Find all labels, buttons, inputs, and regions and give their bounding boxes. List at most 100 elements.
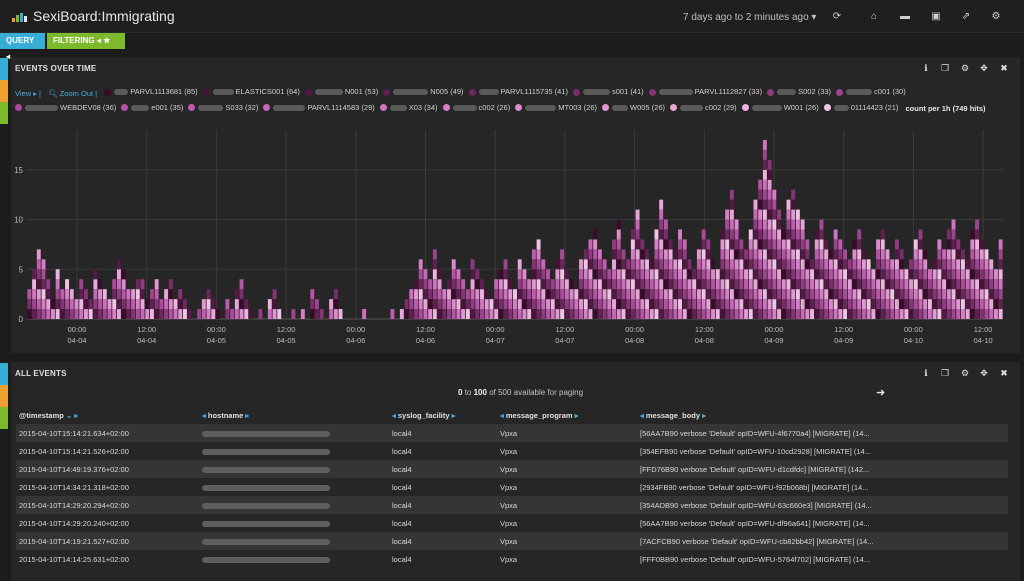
- legend-item[interactable]: N005 (49): [383, 85, 464, 99]
- legend-item[interactable]: WEBDEV08 (36): [15, 101, 116, 115]
- table-row[interactable]: 2015-04-10T14:29:20.294+02:00 local4 Vpxa[…: [16, 496, 1008, 514]
- legend-item[interactable]: PARVL1112827 (33): [648, 85, 762, 99]
- legend-item[interactable]: X03 (34): [379, 101, 438, 115]
- bar-segment: [456, 299, 461, 310]
- sort-down-icon[interactable]: ⌄: [65, 410, 73, 420]
- table-row[interactable]: 2015-04-10T14:19:21.527+02:00 local4 Vpxa[…: [16, 532, 1008, 550]
- bar-segment: [456, 279, 461, 290]
- bar-segment: [946, 299, 951, 310]
- copy-icon[interactable]: ❐: [940, 63, 950, 73]
- bar-segment: [451, 309, 456, 319]
- bar-segment: [239, 309, 244, 319]
- bar-segment: [267, 309, 272, 319]
- bar-segment: [531, 279, 536, 290]
- info-icon[interactable]: ℹ: [924, 63, 928, 73]
- x-tick-date: 04-09: [834, 336, 853, 345]
- bar-segment: [432, 269, 437, 280]
- bar-segment: [951, 279, 956, 290]
- column-header-hostname[interactable]: ◂ hostname ▸: [199, 406, 389, 424]
- legend-item[interactable]: c002 (26): [442, 101, 510, 115]
- table-row[interactable]: 2015-04-10T14:29:20.240+02:00 local4 Vpxa[…: [16, 514, 1008, 532]
- legend-item[interactable]: S033 (32): [188, 101, 258, 115]
- bar-segment: [838, 279, 843, 290]
- query-pill[interactable]: QUERY ◂: [0, 33, 45, 61]
- legend-item[interactable]: e001 (35): [121, 101, 183, 115]
- legend-item[interactable]: S002 (33): [767, 85, 831, 99]
- bar-segment: [762, 279, 767, 290]
- close-icon[interactable]: ✖: [1000, 63, 1008, 73]
- bar-segment: [885, 269, 890, 280]
- home-icon[interactable]: ⌂: [870, 11, 878, 22]
- bar-segment: [126, 289, 131, 300]
- table-row[interactable]: 2015-04-10T15:14:21.526+02:00 local4 Vpxa[…: [16, 442, 1008, 460]
- zoom-out-button[interactable]: 🔍︎ Zoom Out |: [48, 87, 97, 101]
- column-header-syslog-facility[interactable]: ◂ syslog_facility ▸: [389, 406, 497, 424]
- bar-segment: [50, 309, 55, 319]
- legend-item[interactable]: W005 (26): [601, 101, 665, 115]
- bar-segment: [437, 299, 442, 310]
- table-row[interactable]: 2015-04-10T14:49:19.376+02:00 local4 Vpxa[…: [16, 460, 1008, 478]
- column-header-message-program[interactable]: ◂ message_program ▸: [497, 406, 637, 424]
- x-tick-time: 12:00: [834, 325, 853, 334]
- bar-segment: [678, 259, 682, 270]
- table-row[interactable]: 2015-04-10T14:34:21.318+02:00 local4 Vpxa[…: [16, 478, 1008, 496]
- move-icon[interactable]: ✥: [980, 368, 988, 378]
- bar-segment: [291, 309, 296, 319]
- bar-segment: [621, 289, 626, 300]
- bar-segment: [480, 299, 484, 310]
- bar-segment: [899, 289, 904, 300]
- gear-icon[interactable]: ⚙: [960, 63, 970, 73]
- share-icon[interactable]: ⇗: [961, 11, 971, 22]
- bar-segment: [942, 299, 947, 310]
- legend-item[interactable]: s001 (41): [572, 85, 644, 99]
- legend-item[interactable]: PARVL1115735 (41): [468, 85, 568, 99]
- bar-segment: [894, 289, 899, 300]
- bar-segment: [885, 309, 890, 319]
- legend-item[interactable]: PARVL1114583 (29): [263, 101, 375, 115]
- bar-segment: [79, 279, 84, 290]
- info-icon[interactable]: ℹ: [924, 368, 928, 378]
- redacted-text: [452, 104, 477, 111]
- bar-segment: [682, 289, 687, 300]
- table-row[interactable]: 2015-04-10T14:14:25.631+02:00 local4 Vpxa[…: [16, 550, 1008, 568]
- save-icon[interactable]: ▣: [931, 11, 941, 22]
- legend-item[interactable]: PARVL1113681 (85): [104, 85, 198, 99]
- bar-segment: [498, 289, 503, 300]
- legend-item[interactable]: ELASTICS001 (64): [202, 85, 300, 99]
- close-icon[interactable]: ✖: [1000, 368, 1008, 378]
- legend-item[interactable]: N001 (53): [304, 85, 378, 99]
- bar-segment: [409, 309, 414, 319]
- legend-item[interactable]: c002 (29): [670, 101, 737, 115]
- time-range-picker[interactable]: 7 days ago to 2 minutes ago ▾: [683, 12, 816, 23]
- move-icon[interactable]: ✥: [980, 63, 988, 73]
- next-page-arrow-icon[interactable]: ➜: [876, 387, 886, 399]
- copy-icon[interactable]: ❐: [940, 368, 950, 378]
- legend-item[interactable]: c001 (30): [836, 85, 906, 99]
- bar-segment: [418, 269, 423, 280]
- bar-segment: [800, 219, 805, 230]
- bar-segment: [310, 289, 315, 300]
- folder-icon[interactable]: ▬: [900, 11, 910, 22]
- bar-segment: [956, 299, 961, 310]
- gear-icon[interactable]: ⚙: [991, 11, 1001, 22]
- bar-segment: [461, 309, 466, 319]
- legend-item[interactable]: 01114423 (21): [823, 101, 898, 115]
- gear-icon[interactable]: ⚙: [960, 368, 970, 378]
- table-row[interactable]: 2015-04-10T15:14:21.634+02:00 local4 Vpxa[…: [16, 424, 1008, 442]
- bar-segment: [857, 249, 862, 260]
- view-menu[interactable]: View ▸ |: [15, 87, 41, 101]
- bar-segment: [729, 269, 734, 280]
- column-header-timestamp[interactable]: @timestamp ⌄ ▸: [16, 406, 199, 424]
- brand[interactable]: SexiBoard:Immigrating: [12, 8, 175, 24]
- refresh-icon[interactable]: ⟳: [832, 11, 842, 22]
- filtering-pill[interactable]: FILTERING ◂ ★: [47, 33, 125, 49]
- bar-segment: [616, 259, 621, 270]
- x-tick-date: 04-06: [416, 336, 435, 345]
- bar-segment: [715, 309, 720, 319]
- bar-segment: [569, 309, 574, 319]
- column-header-message-body[interactable]: ◂ message_body ▸: [637, 406, 1008, 424]
- legend-item[interactable]: W001 (26): [741, 101, 819, 115]
- events-chart[interactable]: 0 5 10 15 00:00 04-04 12:00 04-04 00:00 04-05 12:0…: [15, 125, 1015, 350]
- legend-item[interactable]: MT003 (26): [515, 101, 597, 115]
- bar-segment: [607, 309, 612, 319]
